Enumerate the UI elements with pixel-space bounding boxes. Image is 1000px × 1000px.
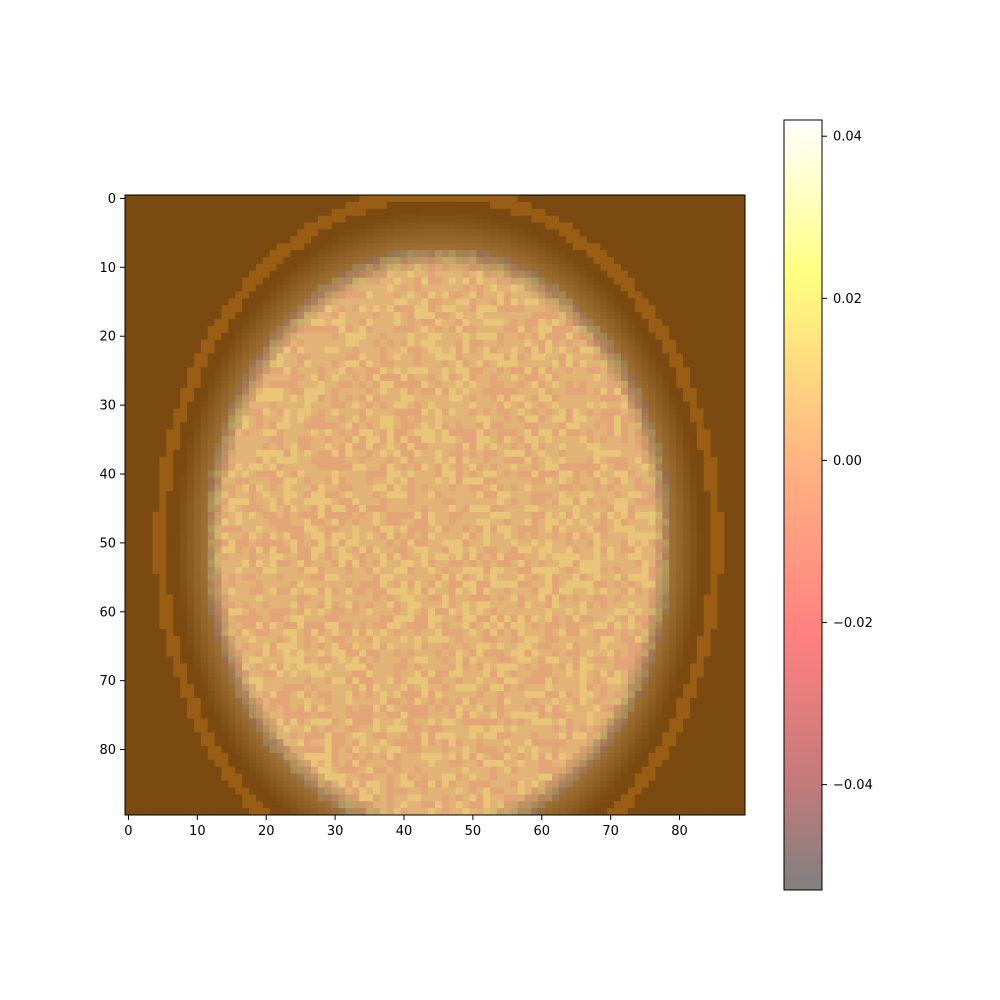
heatmap-image xyxy=(125,195,745,815)
colorbar-axis: 0.04 0.02 0.00 −0.02 −0.04 xyxy=(822,130,873,793)
y-tick-label: 20 xyxy=(99,330,116,345)
x-axis: 0 10 20 30 40 50 60 70 80 xyxy=(124,815,688,839)
x-tick-label: 30 xyxy=(327,824,344,839)
y-tick-label: 80 xyxy=(99,743,116,758)
x-tick-label: 40 xyxy=(396,824,413,839)
y-axis: 0 10 20 30 40 50 60 70 80 xyxy=(99,192,125,758)
heatmap-frame xyxy=(124,194,746,816)
x-tick-label: 0 xyxy=(124,824,132,839)
x-tick-label: 20 xyxy=(258,824,275,839)
y-tick-label: 10 xyxy=(99,261,116,276)
x-tick-label: 70 xyxy=(602,824,619,839)
y-tick-label: 50 xyxy=(99,536,116,551)
y-tick-label: 40 xyxy=(99,468,116,483)
colorbar-tick-label: 0.04 xyxy=(833,130,862,145)
colorbar-tick-label: 0.02 xyxy=(833,292,862,307)
colorbar-tick-label: 0.00 xyxy=(833,454,862,469)
colorbar-tick-label: −0.04 xyxy=(833,778,873,793)
colorbar-tick-label: −0.02 xyxy=(833,616,873,631)
colorbar-gradient xyxy=(784,120,822,890)
y-tick-label: 70 xyxy=(99,674,116,689)
y-tick-label: 0 xyxy=(108,192,116,207)
y-tick-label: 30 xyxy=(99,399,116,414)
x-tick-label: 80 xyxy=(671,824,688,839)
y-tick-label: 60 xyxy=(99,605,116,620)
colorbar-frame xyxy=(783,119,823,891)
x-tick-label: 50 xyxy=(465,824,482,839)
x-tick-label: 60 xyxy=(534,824,551,839)
x-tick-label: 10 xyxy=(189,824,206,839)
